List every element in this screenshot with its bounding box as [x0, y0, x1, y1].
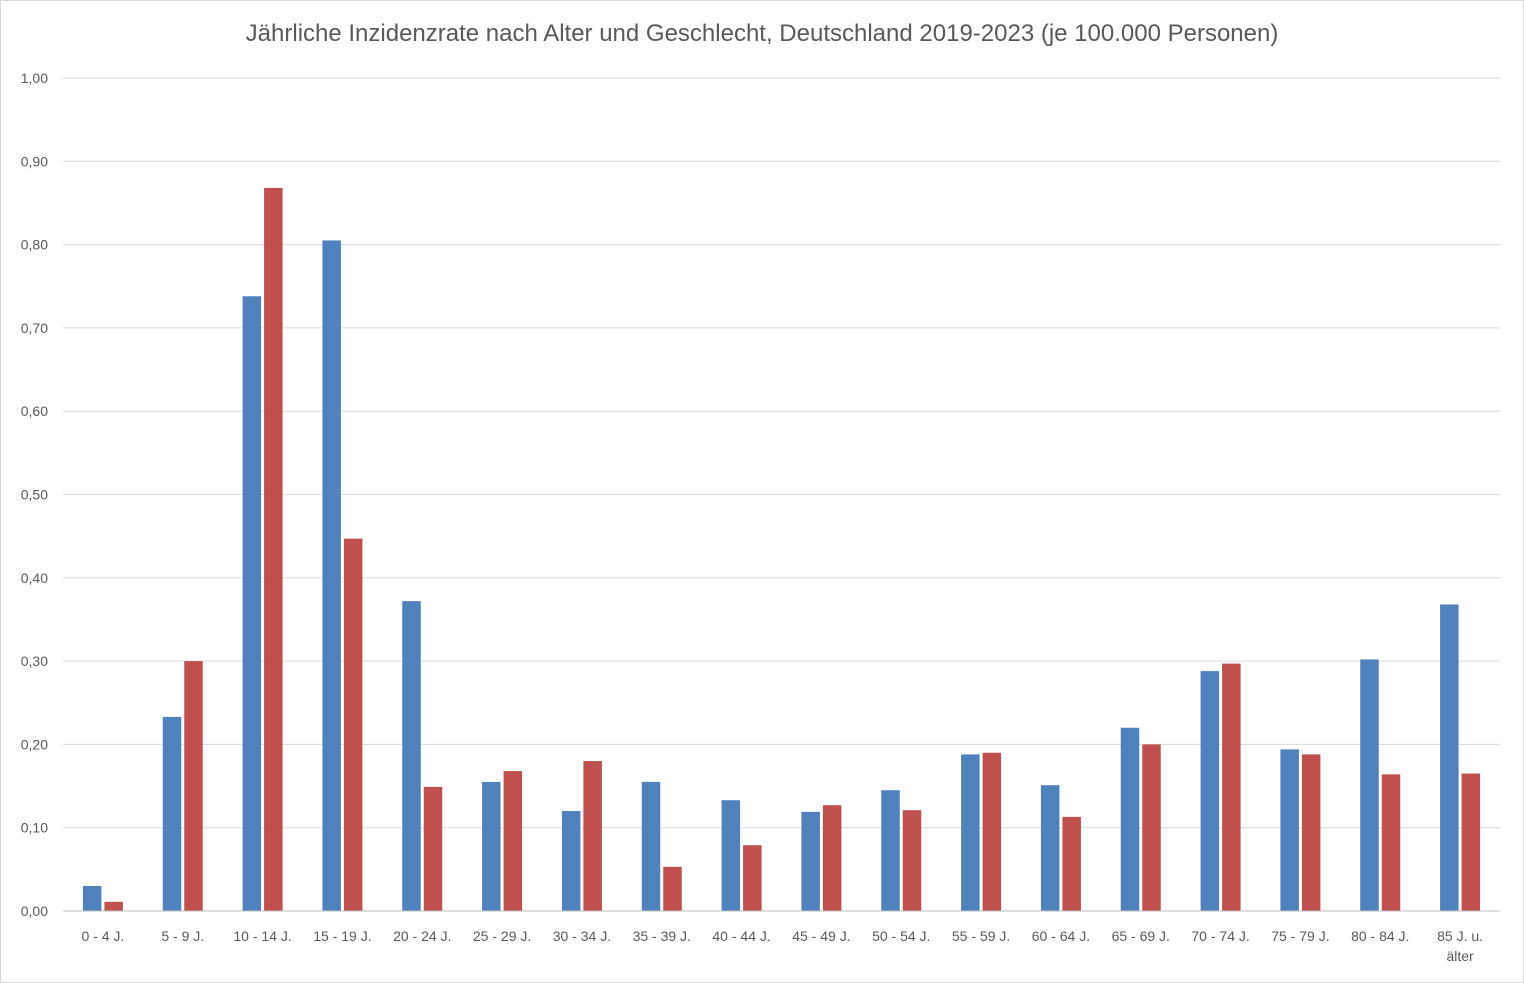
bar-series-2-5 [503, 771, 523, 911]
bar-series-1-1 [162, 716, 182, 911]
bar-series-1-9 [801, 811, 820, 911]
y-tick-label: 0,80 [21, 237, 48, 253]
bar-series-2-11 [982, 752, 1002, 911]
y-tick-label: 1,00 [21, 70, 48, 86]
bar-series-2-13 [1142, 744, 1161, 911]
bar-series-2-1 [184, 661, 203, 911]
x-category-label: 15 - 19 J. [313, 928, 371, 944]
bars [82, 187, 1481, 912]
x-category-label: 40 - 44 J. [712, 928, 770, 944]
bar-series-1-17 [1440, 604, 1459, 911]
x-category-label: 30 - 34 J. [553, 928, 611, 944]
y-axis-tick-labels: 0,00 0,10 0,20 0,30 0,40 0,50 0,60 0,70 0,80 0,90… [21, 70, 48, 919]
y-tick-label: 0,20 [21, 736, 48, 752]
bar-series-2-6 [583, 761, 602, 911]
bar-series-1-16 [1360, 659, 1379, 911]
x-category-label: 50 - 54 J. [872, 928, 930, 944]
y-tick-label: 0,70 [21, 320, 48, 336]
y-tick-label: 0,90 [21, 153, 48, 169]
x-category-label: 65 - 69 J. [1112, 928, 1170, 944]
bar-series-1-11 [961, 754, 980, 911]
bar-series-1-4 [402, 601, 421, 911]
x-category-label: 25 - 29 J. [473, 928, 531, 944]
y-tick-label: 0,40 [21, 570, 48, 586]
bar-series-2-3 [343, 538, 363, 911]
x-category-label: 80 - 84 J. [1351, 928, 1409, 944]
x-category-label: 0 - 4 J. [82, 928, 125, 944]
bar-series-1-13 [1120, 727, 1140, 911]
x-category-label: älter [1446, 948, 1474, 964]
bar-series-2-7 [663, 866, 682, 911]
y-tick-label: 0,50 [21, 487, 48, 503]
y-tick-label: 0,00 [21, 903, 48, 919]
chart-title: Jährliche Inzidenzrate nach Alter und Ge… [245, 20, 1279, 47]
x-category-label: 45 - 49 J. [792, 928, 850, 944]
bar-series-2-15 [1301, 754, 1321, 911]
bar-series-2-10 [902, 810, 922, 911]
bar-series-2-14 [1222, 663, 1241, 911]
bar-series-2-9 [822, 805, 842, 911]
x-category-label: 10 - 14 J. [233, 928, 291, 944]
x-category-label: 85 J. u. [1437, 928, 1483, 944]
bar-series-1-14 [1200, 671, 1220, 911]
bar-series-1-5 [482, 781, 501, 911]
x-category-label: 60 - 64 J. [1032, 928, 1090, 944]
bar-series-2-2 [264, 187, 283, 911]
x-category-label: 75 - 79 J. [1271, 928, 1329, 944]
bar-series-1-6 [561, 811, 581, 911]
bar-series-1-10 [881, 790, 900, 911]
bar-series-1-12 [1040, 785, 1060, 911]
bar-series-2-12 [1062, 816, 1081, 911]
y-tick-label: 0,30 [21, 653, 48, 669]
x-category-label: 20 - 24 J. [393, 928, 451, 944]
bar-series-1-7 [641, 781, 661, 911]
y-tick-label: 0,60 [21, 403, 48, 419]
bar-series-1-8 [721, 800, 741, 911]
bar-series-1-0 [82, 886, 102, 911]
bar-series-1-15 [1280, 749, 1299, 911]
bar-series-2-8 [743, 845, 762, 911]
bar-series-2-0 [104, 901, 123, 911]
x-category-label: 70 - 74 J. [1191, 928, 1249, 944]
y-tick-label: 0,10 [21, 820, 48, 836]
bar-series-2-16 [1381, 774, 1401, 911]
bar-series-1-2 [242, 296, 262, 912]
gridlines [63, 77, 1500, 829]
bar-series-2-17 [1461, 773, 1481, 911]
bar-series-1-3 [322, 240, 341, 911]
x-category-label: 35 - 39 J. [633, 928, 691, 944]
x-category-label: 55 - 59 J. [952, 928, 1010, 944]
x-category-label: 5 - 9 J. [161, 928, 204, 944]
bar-series-2-4 [423, 786, 443, 911]
x-axis-category-labels: 0 - 4 J. 5 - 9 J. 10 - 14 J. 15 - 19 J. 20 -… [82, 928, 1484, 964]
